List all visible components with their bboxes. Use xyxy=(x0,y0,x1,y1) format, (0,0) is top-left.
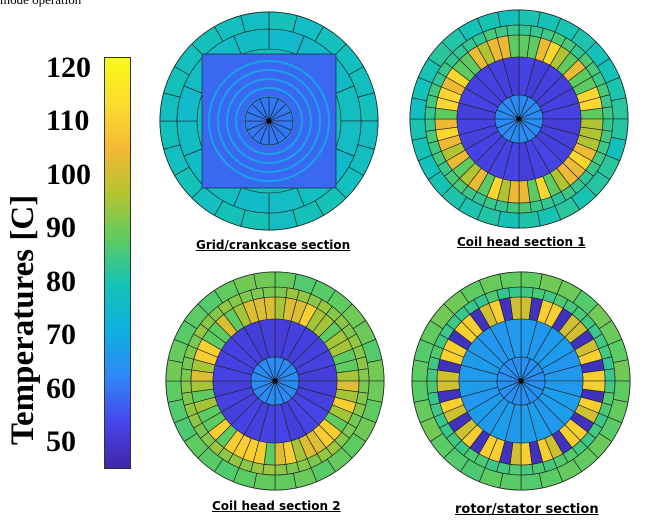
outer-ring-cell xyxy=(497,9,520,28)
outer-ring-cell xyxy=(610,118,629,141)
middle-ring-cell xyxy=(603,380,616,394)
center-ring xyxy=(494,94,544,144)
caption-rotor-stator: rotor/stator section xyxy=(455,502,599,517)
caption-grid-crankcase: Grid/crankcase section xyxy=(196,238,351,252)
outer-ring-cell xyxy=(518,210,541,229)
outer-ring-cell xyxy=(165,380,184,403)
center-ring-cell xyxy=(511,356,522,382)
inner-ring xyxy=(244,96,294,146)
center-ring-cell xyxy=(509,94,520,120)
center-point xyxy=(272,378,278,384)
outer-ring-cell xyxy=(274,472,297,491)
core-ring-line xyxy=(226,78,312,164)
colorbar-tick: 110 xyxy=(46,104,90,138)
outer-ring-cell xyxy=(253,271,276,290)
core-ring-line xyxy=(235,87,303,155)
outer-ring-cell xyxy=(409,97,428,120)
outer-ring xyxy=(159,11,379,231)
middle-ring-cell xyxy=(274,463,288,476)
center-point xyxy=(518,378,524,384)
disk-grid-crankcase xyxy=(159,11,379,231)
caption-coil-head-2: Coil head section 2 xyxy=(212,499,341,513)
middle-ring-cell xyxy=(603,368,616,382)
center-ring-cell xyxy=(265,356,276,382)
center-ring xyxy=(496,356,546,406)
colorbar-tick: 60 xyxy=(46,371,76,405)
disk-coil-head-2 xyxy=(165,271,385,491)
outer-ring-cell xyxy=(409,118,428,141)
caption-coil-head-1: Coil head section 1 xyxy=(457,235,586,249)
outer-ring-cell xyxy=(497,210,520,229)
middle-ring-cell xyxy=(424,106,437,120)
middle-ring-cell xyxy=(426,368,439,382)
outer-ring xyxy=(409,9,629,229)
outer-ring-cell xyxy=(499,271,522,290)
colorbar-tick: 120 xyxy=(46,50,91,84)
middle-ring-cell xyxy=(520,286,534,299)
outer-ring-cell xyxy=(520,271,543,290)
middle-ring-cell xyxy=(357,380,370,394)
outer-ring-cell xyxy=(612,380,631,403)
colorbar-label: Temperatures [C] xyxy=(5,194,41,445)
header-fragment: mode operation xyxy=(0,0,81,8)
middle-ring-cell xyxy=(274,286,288,299)
outer-ring-cell xyxy=(165,359,184,382)
middle-ring-cell xyxy=(506,201,520,214)
colorbar-tick: 70 xyxy=(46,318,76,352)
outer-ring-cell xyxy=(520,472,543,491)
center-point xyxy=(516,116,522,122)
middle-ring-cell xyxy=(426,380,439,394)
middle-ring-cell xyxy=(233,28,270,55)
inner-ring-cell xyxy=(259,96,270,122)
outer-ring-cell xyxy=(274,271,297,290)
middle-ring xyxy=(180,286,370,476)
core-ring-line xyxy=(217,69,321,173)
outer-ring-cell xyxy=(518,9,541,28)
center-point xyxy=(266,118,272,124)
middle-ring-cell xyxy=(262,463,276,476)
outer-ring-cell xyxy=(366,359,385,382)
outer-ring-cell xyxy=(253,472,276,491)
middle-ring-cell xyxy=(601,118,614,132)
outer-ring-cell xyxy=(499,472,522,491)
outer-ring-cell xyxy=(411,359,430,382)
middle-ring-cell xyxy=(518,201,532,214)
winding-ring xyxy=(436,296,606,466)
colorbar-tick: 80 xyxy=(46,264,76,298)
outer-ring-cell xyxy=(610,97,629,120)
middle-ring xyxy=(424,24,614,214)
middle-ring-cell xyxy=(518,24,532,37)
outer-ring-cell xyxy=(612,359,631,382)
middle-ring-cell xyxy=(180,380,193,394)
center-ring xyxy=(250,356,300,406)
outer-ring-cell xyxy=(366,380,385,403)
middle-ring-cell xyxy=(357,368,370,382)
outer-ring xyxy=(411,271,631,491)
disk-coil-head-1 xyxy=(409,9,629,229)
middle-ring-cell xyxy=(520,463,534,476)
inner-ring xyxy=(456,56,582,182)
middle-ring-cell xyxy=(601,106,614,120)
middle-ring-cell xyxy=(424,118,437,132)
inner-ring xyxy=(458,318,584,444)
colorbar-tick: 90 xyxy=(46,211,76,245)
middle-ring-cell xyxy=(506,24,520,37)
middle-ring-cell xyxy=(262,286,276,299)
inner-ring xyxy=(212,318,338,444)
colorbar xyxy=(104,57,131,469)
colorbar-tick: 50 xyxy=(46,425,76,459)
middle-ring-cell xyxy=(508,286,522,299)
colorbar-tick: 100 xyxy=(46,157,91,191)
outer-ring xyxy=(165,271,385,491)
middle-ring-cell xyxy=(180,368,193,382)
disk-rotor-stator xyxy=(411,271,631,491)
middle-ring-cell xyxy=(508,463,522,476)
winding-ring xyxy=(190,296,360,466)
core-ring-line xyxy=(208,60,330,182)
outer-ring-cell xyxy=(411,380,430,403)
